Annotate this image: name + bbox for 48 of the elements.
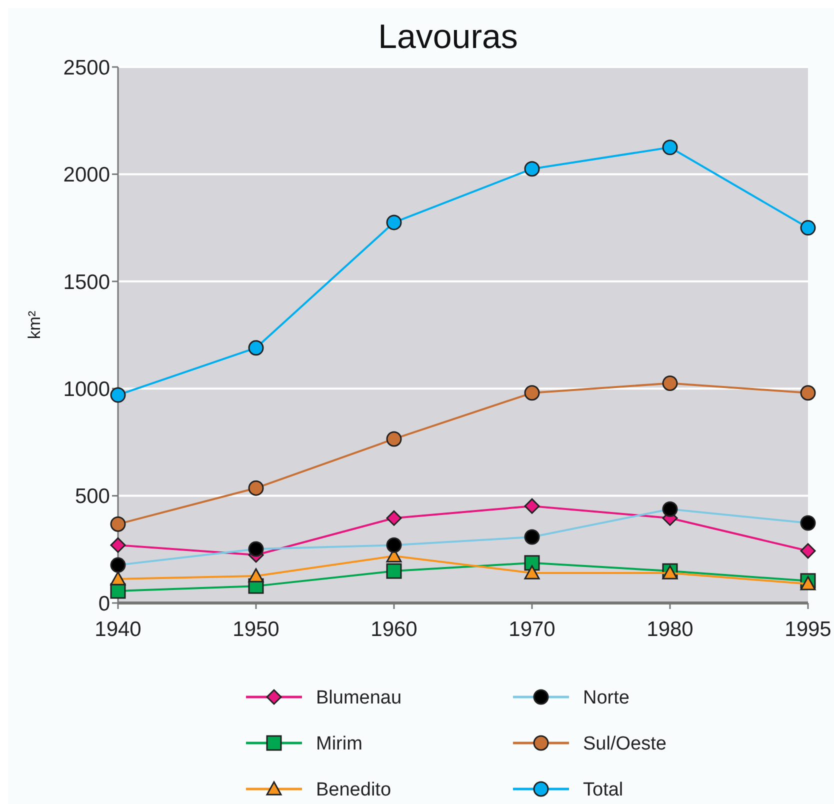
legend-label: Sul/Oeste bbox=[583, 734, 666, 755]
legend-label: Blumenau bbox=[316, 688, 402, 709]
point bbox=[110, 387, 126, 403]
point bbox=[248, 340, 264, 356]
point bbox=[110, 537, 126, 553]
point bbox=[524, 161, 540, 177]
y-tick-label: 1500 bbox=[63, 270, 110, 294]
point bbox=[524, 385, 540, 401]
point bbox=[248, 568, 264, 582]
point bbox=[800, 220, 816, 236]
chart-title: Lavouras bbox=[378, 18, 518, 56]
point bbox=[386, 537, 402, 553]
y-tick-label: 1000 bbox=[63, 378, 110, 401]
point bbox=[248, 541, 264, 557]
y-tick-label: 0 bbox=[98, 592, 110, 616]
point bbox=[524, 555, 540, 571]
point bbox=[800, 515, 816, 531]
point bbox=[800, 385, 816, 401]
x-tick-label: 1950 bbox=[232, 618, 280, 641]
x-tick-label: 1970 bbox=[508, 618, 556, 641]
point bbox=[110, 571, 126, 586]
y-axis-title: km² bbox=[25, 310, 44, 340]
y-tick-label: 500 bbox=[74, 485, 110, 508]
x-tick-label: 1980 bbox=[646, 618, 694, 641]
legend-label: Benedito bbox=[316, 780, 392, 801]
point bbox=[386, 563, 402, 579]
x-tick-label: 1960 bbox=[370, 618, 418, 641]
y-tick-label: 2000 bbox=[63, 164, 110, 187]
point bbox=[662, 501, 678, 517]
legend-label: Total bbox=[583, 780, 624, 801]
y-tick-label: 2500 bbox=[63, 56, 110, 80]
point bbox=[662, 375, 678, 391]
point bbox=[524, 529, 540, 545]
legend-label: Norte bbox=[583, 688, 630, 709]
point bbox=[386, 214, 402, 230]
x-tick-label: 1995 bbox=[784, 618, 832, 641]
point bbox=[800, 543, 816, 559]
legend-label: Mirim bbox=[316, 734, 362, 755]
x-tick-label: 1940 bbox=[94, 618, 142, 641]
point bbox=[524, 498, 540, 514]
point bbox=[386, 431, 402, 447]
point bbox=[524, 565, 540, 580]
point bbox=[110, 516, 126, 532]
point bbox=[662, 140, 678, 156]
point bbox=[248, 480, 264, 496]
point bbox=[110, 557, 126, 573]
point bbox=[386, 510, 402, 526]
point bbox=[800, 576, 816, 590]
